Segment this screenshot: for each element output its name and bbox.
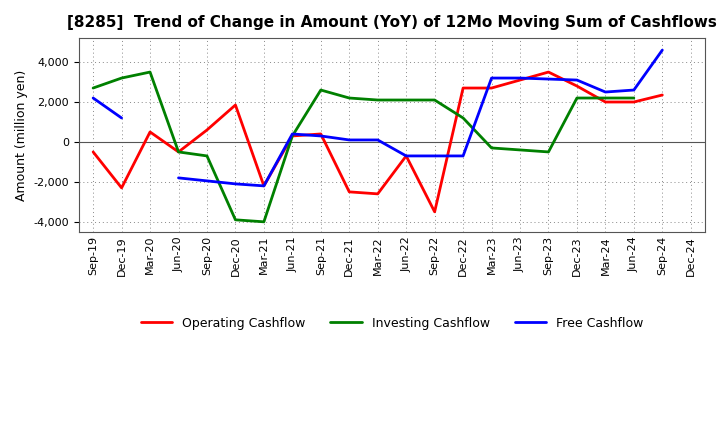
Investing Cashflow [231,217,240,223]
Investing Cashflow [202,153,211,158]
Investing Cashflow [260,219,269,224]
Free Cashflow [89,95,97,101]
Operating Cashflow [374,191,382,197]
Operating Cashflow [288,133,297,139]
Investing Cashflow [89,85,97,91]
Operating Cashflow [231,103,240,108]
Operating Cashflow [516,77,524,83]
Operating Cashflow [544,70,553,75]
Operating Cashflow [629,99,638,105]
Investing Cashflow [459,115,467,121]
Investing Cashflow [629,95,638,101]
Operating Cashflow [260,183,269,188]
Operating Cashflow [317,131,325,136]
Operating Cashflow [601,99,610,105]
Investing Cashflow [145,70,154,75]
Operating Cashflow [174,149,183,154]
Line: Investing Cashflow: Investing Cashflow [93,72,634,222]
Operating Cashflow [117,185,126,191]
Operating Cashflow [145,129,154,135]
Legend: Operating Cashflow, Investing Cashflow, Free Cashflow: Operating Cashflow, Investing Cashflow, … [135,312,648,335]
Operating Cashflow [431,209,439,214]
Operating Cashflow [202,127,211,132]
Operating Cashflow [402,153,410,158]
Investing Cashflow [601,95,610,101]
Line: Operating Cashflow: Operating Cashflow [93,72,662,212]
Investing Cashflow [402,97,410,103]
Operating Cashflow [345,189,354,194]
Operating Cashflow [89,149,97,154]
Free Cashflow [117,115,126,121]
Investing Cashflow [487,145,496,150]
Operating Cashflow [487,85,496,91]
Y-axis label: Amount (million yen): Amount (million yen) [15,70,28,201]
Investing Cashflow [317,88,325,93]
Investing Cashflow [544,149,553,154]
Investing Cashflow [345,95,354,101]
Title: [8285]  Trend of Change in Amount (YoY) of 12Mo Moving Sum of Cashflows: [8285] Trend of Change in Amount (YoY) o… [67,15,717,30]
Investing Cashflow [174,149,183,154]
Operating Cashflow [572,84,581,89]
Operating Cashflow [658,92,667,98]
Investing Cashflow [572,95,581,101]
Investing Cashflow [288,133,297,139]
Investing Cashflow [374,97,382,103]
Operating Cashflow [459,85,467,91]
Investing Cashflow [516,147,524,153]
Investing Cashflow [117,75,126,81]
Line: Free Cashflow: Free Cashflow [93,98,122,118]
Investing Cashflow [431,97,439,103]
